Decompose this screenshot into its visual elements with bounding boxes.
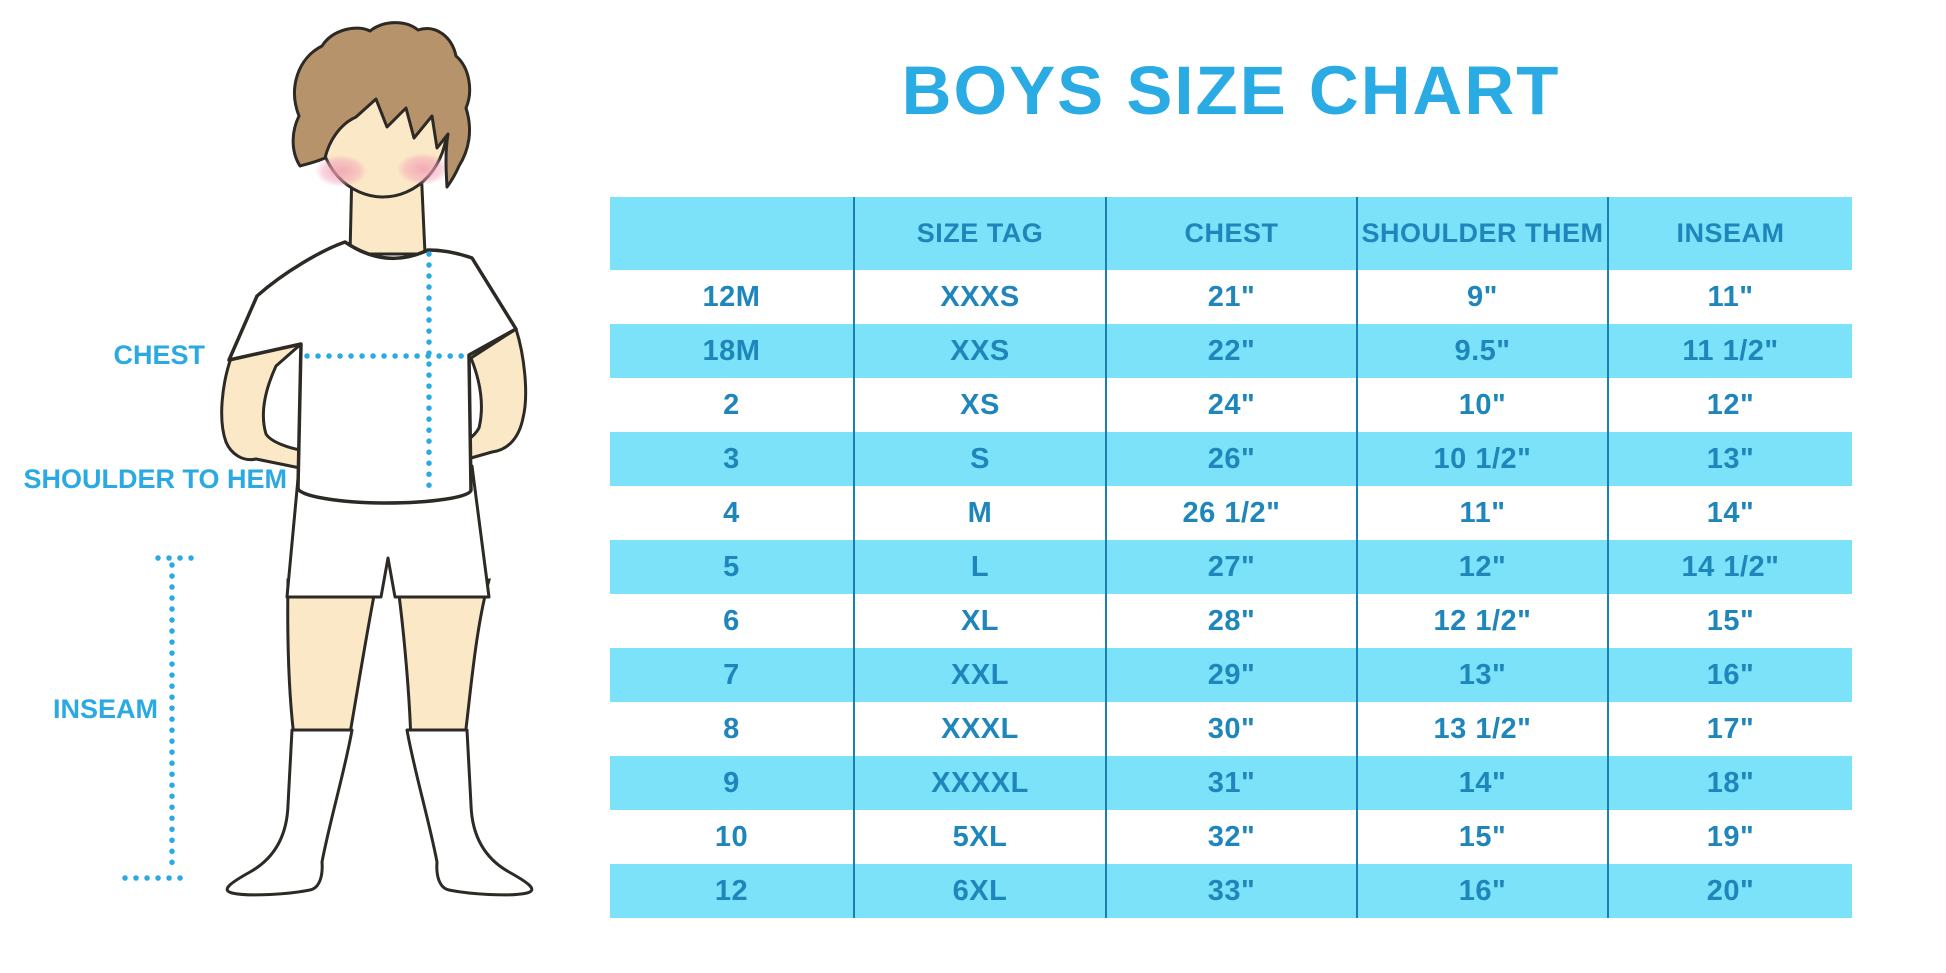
shoulder-to-hem-label: SHOULDER TO HEM [23, 464, 287, 494]
boy-right-leg [395, 578, 491, 747]
table-cell: 14" [1607, 486, 1852, 540]
table-cell: 6 [723, 604, 740, 637]
inseam-label: INSEAM [53, 694, 158, 724]
table-cell: 17" [1607, 702, 1852, 756]
table-cell: 9.5" [1356, 324, 1607, 378]
table-row: 8 XXXL 30" 13 1/2" 17" [610, 702, 1852, 756]
table-cell: M [853, 486, 1105, 540]
table-cell: 16" [1607, 648, 1852, 702]
table-cell: 27" [1105, 540, 1356, 594]
table-cell: 12" [1356, 540, 1607, 594]
table-cell: 21" [1105, 270, 1356, 324]
table-cell: 4 [723, 496, 740, 529]
column-header-size [610, 197, 853, 270]
table-cell: XS [853, 378, 1105, 432]
table-cell: 5 [723, 550, 740, 583]
table-cell: 26" [1105, 432, 1356, 486]
column-header-inseam: INSEAM [1607, 197, 1852, 270]
table-cell: 13 1/2" [1356, 702, 1607, 756]
table-cell: 16" [1356, 864, 1607, 918]
table-cell: XXS [853, 324, 1105, 378]
column-header-size-tag: SIZE TAG [853, 197, 1105, 270]
table-cell: XXXS [853, 270, 1105, 324]
boy-hair [291, 21, 472, 189]
size-table-body: 12M XXXS 21" 9" 11" 18M XXS 22" 9.5" 11 1/2" 2 XS 24… [610, 270, 1852, 918]
table-cell: 12 [714, 874, 749, 907]
table-cell: 5XL [853, 810, 1105, 864]
boy-left-leg [286, 578, 379, 747]
table-cell: 29" [1105, 648, 1356, 702]
table-cell: 9" [1356, 270, 1607, 324]
table-row: 12M XXXS 21" 9" 11" [610, 270, 1852, 324]
boy-left-sock [225, 728, 354, 897]
table-cell: 6XL [853, 864, 1105, 918]
table-cell: 14" [1356, 756, 1607, 810]
table-cell: S [853, 432, 1105, 486]
table-row: 18M XXS 22" 9.5" 11 1/2" [610, 324, 1852, 378]
table-cell: 28" [1105, 594, 1356, 648]
table-row: 4 M 26 1/2" 11" 14" [610, 486, 1852, 540]
table-row: 3 S 26" 10 1/2" 13" [610, 432, 1852, 486]
boy-tshirt [227, 240, 518, 505]
table-cell: 22" [1105, 324, 1356, 378]
table-cell: 20" [1607, 864, 1852, 918]
table-cell: XXL [853, 648, 1105, 702]
table-cell: 3 [723, 442, 740, 475]
column-header-chest: CHEST [1105, 197, 1356, 270]
table-cell: 9 [723, 766, 740, 799]
table-cell: L [853, 540, 1105, 594]
table-cell: 7 [723, 658, 740, 691]
table-cell: 14 1/2" [1607, 540, 1852, 594]
table-cell: 26 1/2" [1105, 486, 1356, 540]
table-cell: 12 1/2" [1356, 594, 1607, 648]
table-cell: 15" [1607, 594, 1852, 648]
table-cell: 18M [702, 334, 761, 367]
table-cell: 12M [702, 280, 761, 313]
table-cell: 19" [1607, 810, 1852, 864]
table-cell: 13" [1607, 432, 1852, 486]
table-cell: 10" [1356, 378, 1607, 432]
measurement-figure: CHEST SHOULDER TO HEM INSEAM [0, 0, 610, 973]
table-row: 7 XXL 29" 13" 16" [610, 648, 1852, 702]
table-cell: 32" [1105, 810, 1356, 864]
table-cell: 11" [1607, 270, 1852, 324]
size-table: SIZE TAG CHEST SHOULDER THEM INSEAM 12M X… [610, 197, 1852, 918]
table-row: 2 XS 24" 10" 12" [610, 378, 1852, 432]
table-cell: XXXL [853, 702, 1105, 756]
table-cell: XL [853, 594, 1105, 648]
table-cell: 11" [1356, 486, 1607, 540]
table-cell: 15" [1356, 810, 1607, 864]
table-row: 5 L 27" 12" 14 1/2" [610, 540, 1852, 594]
table-cell: 10 [714, 820, 749, 853]
table-cell: 8 [723, 712, 740, 745]
boy-blush-right [397, 153, 449, 185]
table-cell: 30" [1105, 702, 1356, 756]
page-title: BOYS SIZE CHART [901, 51, 1561, 129]
table-cell: 13" [1356, 648, 1607, 702]
table-header-row: SIZE TAG CHEST SHOULDER THEM INSEAM [610, 197, 1852, 270]
table-row: 9 XXXXL 31" 14" 18" [610, 756, 1852, 810]
table-cell: 33" [1105, 864, 1356, 918]
table-cell: 24" [1105, 378, 1356, 432]
table-row: 10 5XL 32" 15" 19" [610, 810, 1852, 864]
table-cell: XXXXL [853, 756, 1105, 810]
table-cell: 18" [1607, 756, 1852, 810]
boy-blush-left [315, 155, 367, 187]
table-cell: 2 [723, 388, 740, 421]
table-cell: 11 1/2" [1607, 324, 1852, 378]
chest-label: CHEST [113, 340, 205, 370]
table-row: 6 XL 28" 12 1/2" 15" [610, 594, 1852, 648]
column-header-shoulder-hem: SHOULDER THEM [1356, 197, 1607, 270]
table-cell: 10 1/2" [1356, 432, 1607, 486]
boy-measurement-illustration: CHEST SHOULDER TO HEM INSEAM [23, 21, 534, 897]
table-cell: 31" [1105, 756, 1356, 810]
boy-left-arm [220, 342, 307, 471]
table-row: 12 6XL 33" 16" 20" [610, 864, 1852, 918]
table-cell: 12" [1607, 378, 1852, 432]
boy-right-sock [405, 728, 534, 897]
